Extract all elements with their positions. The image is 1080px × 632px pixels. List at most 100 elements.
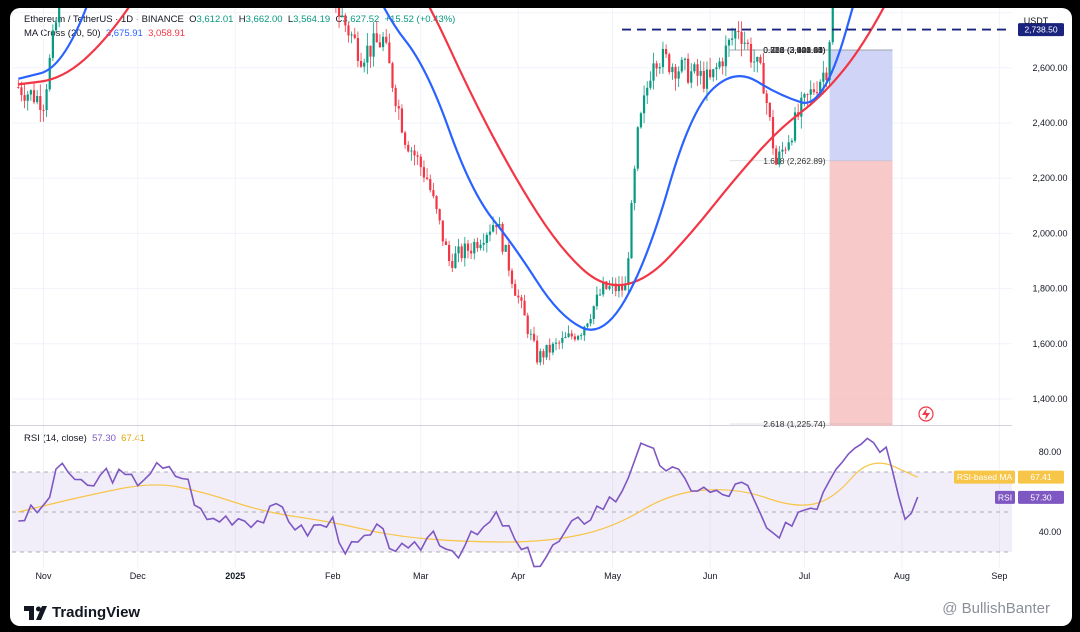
time-tick-label: 2025 xyxy=(225,571,245,581)
lightning-icon[interactable] xyxy=(918,406,934,422)
candle-body xyxy=(495,225,498,227)
time-tick-label: Sep xyxy=(991,571,1007,581)
candle-body xyxy=(517,295,520,298)
candle-body xyxy=(558,342,561,344)
ma-long-value: 3,058.91 xyxy=(148,28,186,39)
candle-body xyxy=(510,270,514,284)
candle-body xyxy=(595,294,599,307)
rsi-legend-label: RSI (14, close) xyxy=(24,433,87,444)
time-tick-label: Aug xyxy=(894,571,910,581)
candle-body xyxy=(26,94,29,101)
short-ma-line xyxy=(18,8,854,331)
candle-body xyxy=(762,62,765,94)
price-chart[interactable]: 0 (3,941.00)0.236 (3,696.21)0.382 (3,544… xyxy=(10,8,1072,598)
candle-body xyxy=(429,179,432,191)
candle-body xyxy=(592,306,595,319)
candle-body xyxy=(48,57,51,90)
currency-label: USDT xyxy=(1024,16,1049,26)
candle-body xyxy=(375,33,378,43)
candle-body xyxy=(482,242,485,245)
candle-body xyxy=(677,71,680,79)
rsi-tick-label: 80.00 xyxy=(1039,447,1062,457)
time-tick-label: Feb xyxy=(325,571,341,581)
long-ma-line xyxy=(18,8,885,287)
candle-body xyxy=(699,70,702,76)
candle-body xyxy=(576,336,580,340)
candle-body xyxy=(425,177,429,180)
time-tick-label: Apr xyxy=(511,571,525,581)
candle-body xyxy=(356,37,360,61)
candle-body xyxy=(451,261,454,268)
candle-body xyxy=(403,132,407,145)
candle-body xyxy=(715,67,718,70)
open-value: 3,612.01 xyxy=(196,14,234,25)
time-axis[interactable]: Nov Dec 2025 Feb Mar Apr May Jun Jul Aug Sep xyxy=(35,571,1007,581)
candle-body xyxy=(58,8,61,23)
tag-rsi-ma-bg xyxy=(1018,470,1064,484)
candle-body xyxy=(721,61,724,67)
candle-body xyxy=(727,39,731,46)
candle-body xyxy=(39,96,42,111)
tag-rsi-ma: 67.41 xyxy=(1030,472,1052,482)
ma-lines xyxy=(18,8,885,331)
candle-body xyxy=(454,253,457,268)
candle-body xyxy=(520,297,523,301)
price-axis[interactable]: 4,000.003,400.003,200.003,000.002,600.00… xyxy=(1032,8,1067,537)
candle-body xyxy=(636,127,639,169)
candle-body xyxy=(381,36,385,48)
candle-body xyxy=(709,69,712,78)
rsi-ma-legend-value: 67.41 xyxy=(121,433,145,444)
candle-body xyxy=(775,148,778,165)
candle-body xyxy=(737,30,740,32)
rsi-line xyxy=(18,437,919,568)
candle-body xyxy=(753,61,756,63)
candle-body xyxy=(598,294,602,296)
rsi-legend[interactable]: RSI (14, close) 57.30 67.41 xyxy=(24,433,145,444)
symbol-title: Ethereum / TetherUS · 1D · BINANCE xyxy=(24,14,184,25)
candle-body xyxy=(734,30,737,39)
candle-body xyxy=(812,89,815,93)
candle-body xyxy=(504,244,507,252)
candle-body xyxy=(463,243,466,259)
candle-body xyxy=(690,71,693,83)
candle-body xyxy=(542,351,545,358)
candle-body xyxy=(652,63,655,81)
price-tick-label: 2,600.00 xyxy=(1032,63,1067,73)
open-label: O xyxy=(189,14,197,25)
rsi-legend-value: 57.30 xyxy=(92,433,116,444)
candle-body xyxy=(444,241,448,245)
candle-body xyxy=(749,43,753,63)
fib-zone xyxy=(829,50,893,161)
candle-body xyxy=(784,149,787,151)
candle-body xyxy=(680,59,683,72)
candle-body xyxy=(514,283,517,296)
candle-body xyxy=(724,45,727,67)
candle-body xyxy=(778,151,781,165)
candle-body xyxy=(448,244,451,262)
tag-rsi-name-bg xyxy=(995,490,1015,504)
candle-body xyxy=(608,286,611,289)
candle-body xyxy=(687,58,690,83)
candle-body xyxy=(45,89,48,111)
candle-body xyxy=(54,22,58,31)
tag-rsi-ma-name: RSI-based MA xyxy=(957,472,1013,482)
candles xyxy=(17,8,834,366)
rsi-pane xyxy=(12,437,1012,568)
pane-divider xyxy=(10,425,1012,426)
candle-body xyxy=(366,45,369,63)
candle-body xyxy=(548,344,551,353)
ma-short-value: 3,675.91 xyxy=(105,28,143,39)
candle-body xyxy=(369,45,372,57)
candle-body xyxy=(756,56,759,62)
candle-body xyxy=(536,340,539,363)
candle-body xyxy=(539,351,542,363)
candle-body xyxy=(479,244,482,249)
ma-legend[interactable]: MA Cross (20, 50) 3,675.91 3,058.91 xyxy=(24,28,185,39)
candle-body xyxy=(800,97,803,117)
candle-body xyxy=(17,87,20,88)
candle-body xyxy=(627,258,630,286)
candle-body xyxy=(529,333,532,335)
candle-body xyxy=(671,66,674,73)
candle-body xyxy=(712,69,715,78)
candle-body xyxy=(693,64,696,72)
